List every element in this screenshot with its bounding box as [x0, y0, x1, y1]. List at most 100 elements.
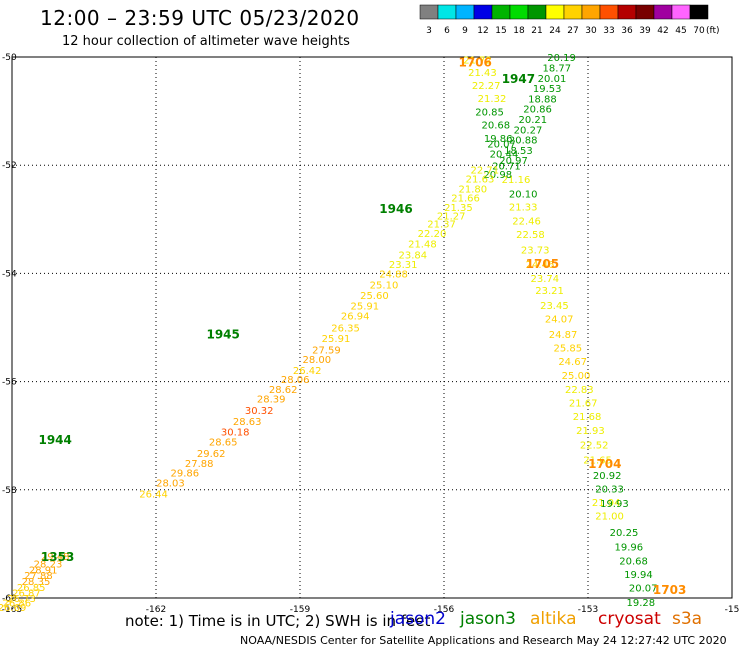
- time-label: 1706: [458, 56, 491, 70]
- swh-value-label: 20.86: [523, 105, 552, 116]
- swh-value-label: 21.37: [427, 219, 456, 230]
- color-swatch: [617, 4, 637, 20]
- x-tick-label: -153: [578, 605, 598, 615]
- credit-line: NOAA/NESDIS Center for Satellite Applica…: [240, 634, 727, 647]
- swh-value-label: 25.91: [350, 302, 379, 313]
- swh-value-label: 20.71: [492, 162, 521, 173]
- swh-value-label: 19.94: [624, 570, 653, 581]
- swh-value-label: 28.65: [209, 437, 238, 448]
- color-swatch: [653, 4, 673, 20]
- swh-value-label: 24.46: [526, 260, 555, 271]
- swh-value-label: 29.62: [197, 449, 226, 460]
- legend-jason2: jason2: [390, 609, 446, 629]
- swh-value-label: 21.33: [509, 203, 538, 214]
- time-label: 1946: [379, 202, 412, 216]
- swh-value-label: 25.10: [370, 281, 399, 292]
- legend-cryosat: cryosat: [598, 609, 661, 629]
- swh-value-label: 19.86: [484, 134, 513, 145]
- swh-value-label: 28.23: [34, 560, 63, 571]
- swh-value-label: 26.42: [293, 366, 322, 377]
- swh-value-label: 20.07: [487, 139, 516, 150]
- time-label: 1947: [502, 72, 535, 86]
- color-swatch: [509, 4, 529, 20]
- swh-value-label: 23.74: [530, 274, 559, 285]
- chart-subtitle: 12 hour collection of altimeter wave hei…: [62, 34, 350, 49]
- swh-value-label: 21.93: [576, 426, 605, 437]
- time-label: 1704: [588, 457, 621, 471]
- swh-value-label: 25.85: [554, 343, 583, 354]
- swh-value-label: 20.27: [514, 125, 543, 136]
- swh-value-label: 21.43: [468, 68, 497, 79]
- color-tick-label: 27: [567, 26, 578, 36]
- x-tick-label: -165: [2, 605, 22, 615]
- swh-value-label: 19.96: [614, 542, 643, 553]
- color-tick-label: 39: [639, 26, 651, 36]
- swh-value-label: 22.71: [470, 165, 499, 176]
- swh-value-label: 28.63: [233, 417, 262, 428]
- swh-value-label: 24.07: [545, 315, 574, 326]
- plot-frame: [11, 56, 733, 599]
- color-tick-label: 70: [693, 26, 705, 36]
- swh-value-label: 21.35: [444, 203, 473, 214]
- swh-value-label: 21.65: [583, 455, 612, 466]
- swh-value-label: 22.46: [512, 217, 541, 228]
- swh-value-label: 26.85: [17, 583, 46, 594]
- swh-value-label: 20.97: [499, 156, 528, 167]
- swh-value-label: 23.45: [540, 301, 569, 312]
- swh-value-label: 27.88: [185, 459, 214, 470]
- y-tick-label: -54: [2, 269, 17, 279]
- swh-value-label: 20.92: [593, 471, 622, 482]
- swh-value-label: 19.53: [533, 84, 562, 95]
- swh-value-label: 20.88: [509, 136, 538, 147]
- swh-value-label: 26.44: [139, 489, 168, 500]
- swh-value-label: 20.25: [610, 528, 639, 539]
- color-tick-label: 33: [603, 26, 614, 36]
- swh-value-label: 26.87: [12, 588, 41, 599]
- swh-value-label: 21.66: [451, 193, 480, 204]
- swh-value-label: 22.83: [565, 385, 594, 396]
- swh-value-label: 20.85: [475, 107, 504, 118]
- swh-value-label: 21.72: [463, 55, 492, 66]
- y-tick-label: -60: [2, 594, 17, 604]
- swh-value-label: 29.86: [170, 468, 199, 479]
- color-tick-label: 36: [621, 26, 633, 36]
- swh-value-label: 21.00: [595, 512, 624, 523]
- swh-value-label: 23.73: [521, 245, 550, 256]
- swh-value-label: 20.07: [629, 584, 658, 595]
- color-swatch: [563, 4, 583, 20]
- y-tick-label: -56: [2, 378, 17, 388]
- swh-value-label: 21.32: [478, 94, 507, 105]
- swh-value-label: 28.00: [302, 355, 331, 366]
- swh-value-label: 23.84: [398, 250, 427, 261]
- legend-s3a: s3a: [672, 609, 703, 629]
- swh-value-label: 29.48: [41, 552, 70, 563]
- swh-value-label: 30.32: [245, 406, 274, 417]
- color-swatch: [473, 4, 493, 20]
- color-swatch: [455, 4, 475, 20]
- swh-value-label: 23.31: [389, 260, 418, 271]
- color-tick-label: 30: [585, 26, 597, 36]
- swh-value-label: 21.63: [466, 175, 495, 186]
- swh-value-label: 28.62: [269, 385, 298, 396]
- color-tick-label: 9: [462, 26, 468, 36]
- swh-value-label: 22.52: [580, 441, 609, 452]
- color-tick-label: 15: [495, 26, 506, 36]
- color-tick-label: 18: [513, 26, 525, 36]
- chart-title: 12:00 – 23:59 UTC 05/23/2020: [40, 6, 360, 30]
- color-swatch: [689, 4, 709, 20]
- swh-value-label: 30.18: [221, 428, 250, 439]
- color-scale-legend: 3 6 9 12 15 18 21 24 27 30 33 36 39 42 45 70 (ft): [419, 4, 720, 36]
- swh-value-label: 21.80: [458, 184, 487, 195]
- swh-value-label: 24.88: [379, 270, 408, 281]
- swh-value-label: 27.88: [24, 571, 53, 582]
- swh-value-label: 25.00: [562, 371, 591, 382]
- footer-note: note: 1) Time is in UTC; 2) SWH is in fe…: [125, 612, 431, 630]
- swh-value-label: 26.73: [7, 594, 36, 605]
- swh-value-label: 27.59: [312, 345, 341, 356]
- swh-value-label: 23.21: [535, 286, 564, 297]
- time-label: 1945: [206, 327, 239, 341]
- swh-value-label: 24.87: [549, 330, 578, 341]
- swh-value-label: 28.35: [22, 577, 51, 588]
- swh-value-label: 28.06: [281, 375, 310, 386]
